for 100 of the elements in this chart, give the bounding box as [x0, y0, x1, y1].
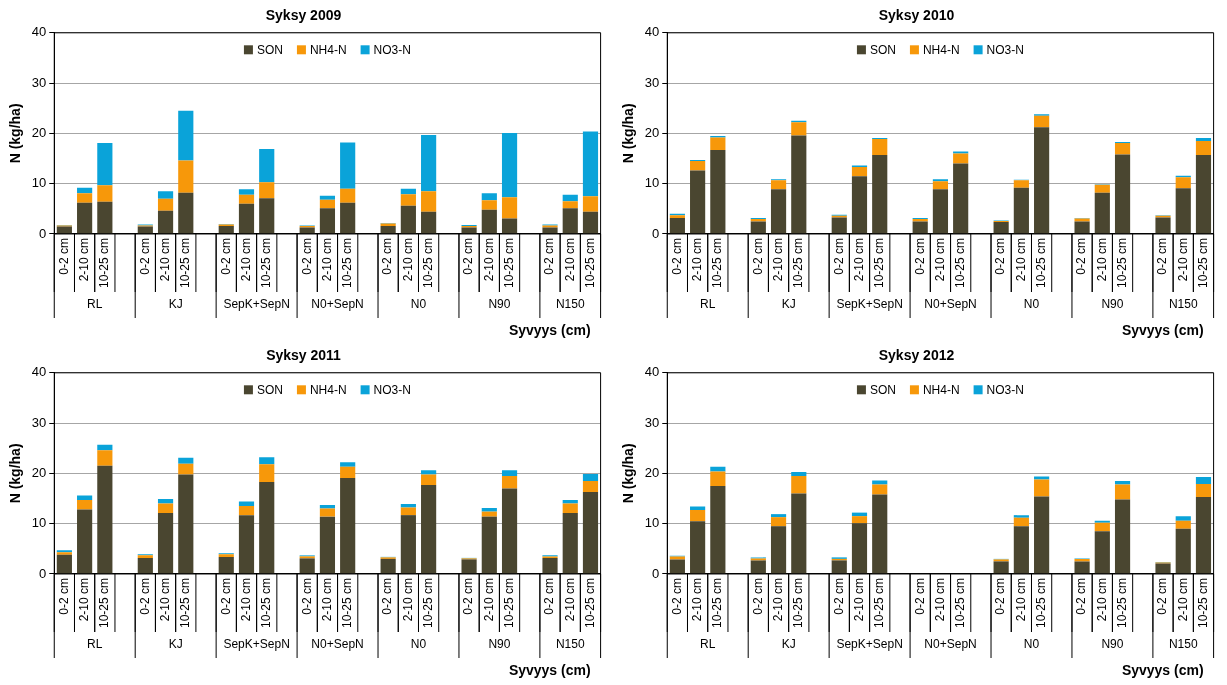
y-axis-title: N (kg/ha) [620, 103, 637, 164]
x-tick-label: 2-10 cm [319, 237, 334, 282]
x-tick-label: 0-2 cm [750, 237, 765, 275]
x-tick-label: 2-10 cm [1094, 577, 1109, 622]
x-tick-label: 10-25 cm [952, 577, 967, 629]
y-tick-label: 30 [31, 74, 47, 90]
x-tick-label: 10-25 cm [178, 577, 193, 629]
x-tick-label: 10-25 cm [1195, 237, 1210, 289]
legend-label: NO3-N [373, 43, 411, 58]
legend-label: NO3-N [986, 383, 1024, 398]
x-tick-label: 0-2 cm [299, 577, 314, 615]
y-tick-label: 40 [31, 364, 47, 380]
x-tick-label: 0-2 cm [56, 577, 71, 615]
x-tick-label: 0-2 cm [669, 577, 684, 615]
x-tick-label: 0-2 cm [669, 237, 684, 275]
x-tick-label: 10-25 cm [97, 237, 112, 289]
y-axis-title: N (kg/ha) [620, 443, 637, 504]
text: N90 [488, 637, 511, 652]
y-tick-label: 10 [31, 175, 47, 191]
x-tick-label: 2-10 cm [238, 577, 253, 622]
text: N90 [1101, 637, 1124, 652]
x-tick-label: 0-2 cm [750, 577, 765, 615]
x-tick-label: 0-2 cm [1155, 237, 1170, 275]
x-axis-title: Syvyys (cm) [508, 321, 591, 338]
legend-label: NH4-N [922, 383, 960, 398]
x-tick-label: 0-2 cm [542, 237, 557, 275]
y-tick-label: 30 [31, 414, 47, 430]
x-tick-label: 2-10 cm [76, 577, 91, 622]
x-tick-label: 2-10 cm [481, 237, 496, 282]
text: N0 [410, 297, 427, 312]
x-tick-label: 2-10 cm [400, 577, 415, 622]
x-tick-label: 0-2 cm [137, 577, 152, 615]
chart-title: Syksy 2010 [878, 7, 955, 24]
x-tick-label: 0-2 cm [993, 237, 1008, 275]
x-tick-label: 2-10 cm [932, 577, 947, 622]
text: RL [87, 637, 103, 652]
x-tick-label: 2-10 cm [770, 577, 785, 622]
x-tick-label: 0-2 cm [1074, 577, 1089, 615]
y-tick-label: 20 [644, 124, 660, 140]
x-tick-label: 10-25 cm [259, 577, 274, 629]
x-tick-label: 0-2 cm [380, 237, 395, 275]
x-axis-title: Syvyys (cm) [1121, 321, 1204, 338]
x-tick-label: 2-10 cm [481, 577, 496, 622]
y-tick-label: 40 [644, 364, 660, 380]
x-tick-label: 0-2 cm [993, 577, 1008, 615]
x-tick-label: 10-25 cm [501, 577, 516, 629]
x-tick-label: 0-2 cm [831, 577, 846, 615]
text: RL [700, 297, 716, 312]
x-tick-label: 10-25 cm [582, 237, 597, 289]
x-tick-label: 10-25 cm [97, 577, 112, 629]
x-tick-label: 2-10 cm [76, 237, 91, 282]
x-tick-label: 2-10 cm [851, 577, 866, 622]
x-tick-label: 10-25 cm [791, 237, 806, 289]
text: N0 [1023, 637, 1040, 652]
y-tick-label: 20 [31, 124, 47, 140]
x-tick-label: 0-2 cm [912, 237, 927, 275]
y-tick-label: 20 [31, 464, 47, 480]
y-tick-label: 40 [644, 24, 660, 40]
x-tick-label: 10-25 cm [710, 237, 725, 289]
x-tick-label: 10-25 cm [1033, 237, 1048, 289]
x-tick-label: 2-10 cm [851, 237, 866, 282]
x-tick-label: 0-2 cm [137, 237, 152, 275]
x-tick-label: 2-10 cm [1175, 237, 1190, 282]
x-tick-label: 2-10 cm [1175, 577, 1190, 622]
x-axis-title: Syvyys (cm) [508, 661, 591, 678]
text: N150 [555, 297, 585, 312]
text: N0+SepN [924, 637, 977, 652]
x-tick-label: 10-25 cm [582, 577, 597, 629]
text: N90 [1101, 297, 1124, 312]
x-tick-label: 0-2 cm [461, 577, 476, 615]
x-tick-label: 10-25 cm [1033, 577, 1048, 629]
x-tick-label: 10-25 cm [1114, 577, 1129, 629]
x-tick-label: 0-2 cm [1155, 577, 1170, 615]
x-tick-label: 2-10 cm [689, 237, 704, 282]
x-tick-label: 2-10 cm [238, 237, 253, 282]
y-tick-label: 0 [39, 225, 47, 241]
x-tick-label: 10-25 cm [872, 237, 887, 289]
text: KJ [781, 637, 796, 652]
text: KJ [168, 297, 183, 312]
x-tick-label: 2-10 cm [932, 237, 947, 282]
text: SepK+SepN [223, 297, 290, 312]
text: SepK+SepN [223, 637, 290, 652]
x-tick-label: 0-2 cm [831, 237, 846, 275]
x-tick-label: 0-2 cm [461, 237, 476, 275]
y-tick-label: 0 [652, 225, 660, 241]
x-tick-label: 10-25 cm [872, 577, 887, 629]
x-tick-label: 2-10 cm [689, 577, 704, 622]
y-tick-label: 0 [39, 565, 47, 581]
legend-label: NH4-N [309, 383, 347, 398]
y-tick-label: 30 [644, 74, 660, 90]
x-tick-label: 0-2 cm [56, 237, 71, 275]
text: KJ [781, 297, 796, 312]
x-tick-label: 2-10 cm [1013, 237, 1028, 282]
x-tick-label: 10-25 cm [420, 237, 435, 289]
x-tick-label: 0-2 cm [299, 237, 314, 275]
text: N0+SepN [311, 297, 364, 312]
y-tick-label: 10 [31, 515, 47, 531]
x-tick-label: 2-10 cm [1094, 237, 1109, 282]
text: N150 [1168, 637, 1198, 652]
y-tick-label: 20 [644, 464, 660, 480]
